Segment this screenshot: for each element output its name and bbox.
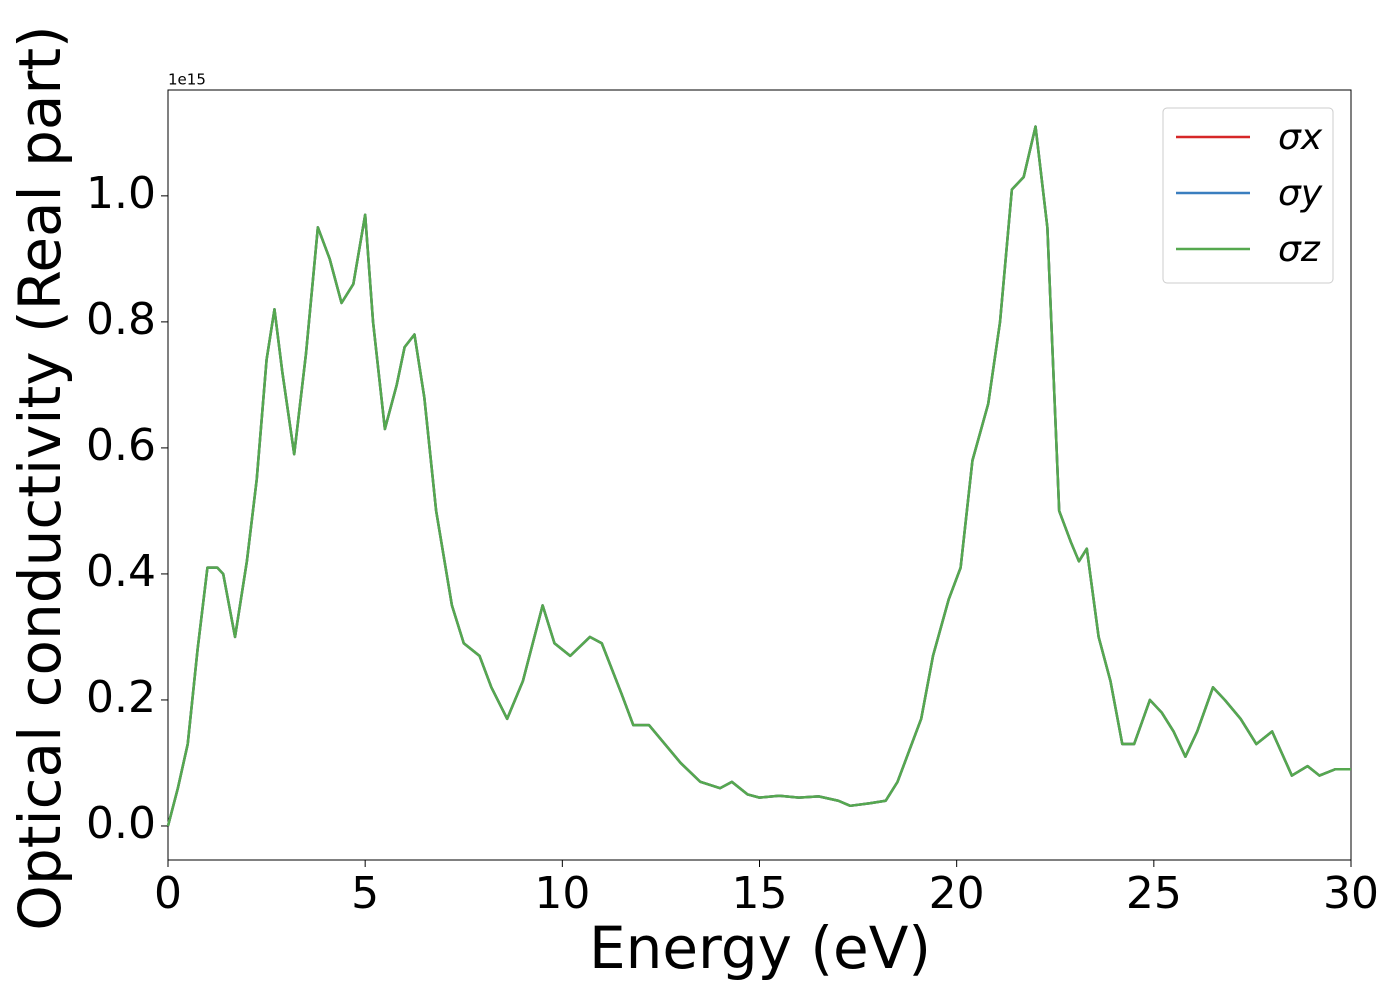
x-tick-label: 0 <box>154 868 182 919</box>
x-tick-label: 5 <box>351 868 379 919</box>
x-tick-label: 30 <box>1323 868 1379 919</box>
x-axis-label: Energy (eV) <box>589 914 931 982</box>
legend-label: σx <box>1278 117 1323 158</box>
y-tick-label: 0.2 <box>86 672 156 723</box>
x-tick-label: 20 <box>929 868 985 919</box>
y-tick-label: 0.8 <box>86 294 156 345</box>
y-tick-label: 0.6 <box>86 420 156 471</box>
legend-label: σz <box>1278 229 1321 270</box>
series-line <box>166 125 1351 827</box>
y-axis-label: Optical conductivity (Real part) <box>6 25 74 930</box>
x-tick-label: 10 <box>534 868 590 919</box>
y-tick-label: 0.4 <box>86 546 156 597</box>
legend-box <box>1162 107 1334 284</box>
y-offset-label: 1e15 <box>168 71 206 89</box>
legend-label: σy <box>1278 173 1323 214</box>
x-tick-label: 15 <box>732 868 788 919</box>
y-tick-label: 0.0 <box>86 798 156 849</box>
y-tick-label: 1.0 <box>86 168 156 219</box>
x-tick-label: 25 <box>1126 868 1182 919</box>
